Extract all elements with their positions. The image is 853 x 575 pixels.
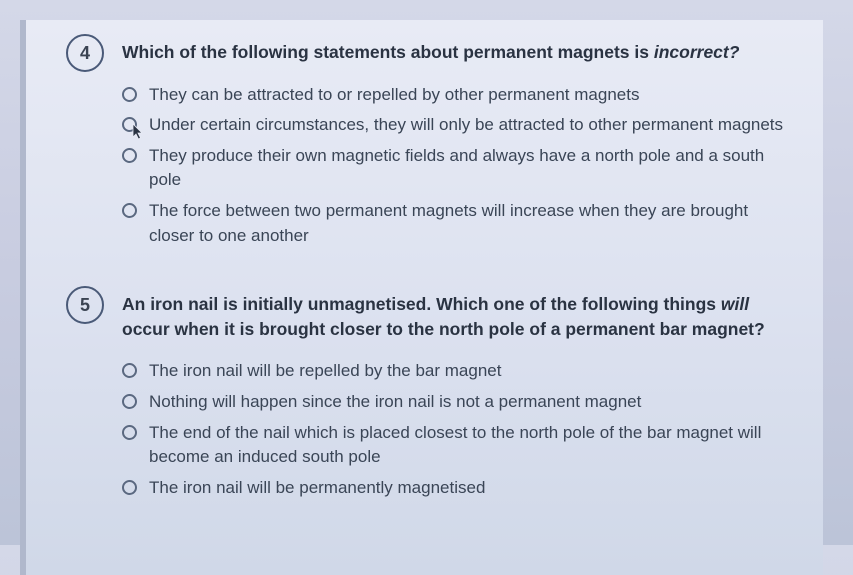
options-list: The iron nail will be repelled by the ba…	[122, 359, 793, 500]
option-row[interactable]: Under certain circumstances, they will o…	[122, 113, 793, 138]
option-row[interactable]: The iron nail will be permanently magnet…	[122, 476, 793, 501]
question-number-badge: 5	[66, 286, 104, 324]
radio-icon[interactable]	[122, 203, 137, 218]
question-5: 5 An iron nail is initially unmagnetised…	[66, 292, 793, 506]
option-row[interactable]: The end of the nail which is placed clos…	[122, 421, 793, 470]
question-4: 4 Which of the following statements abou…	[66, 40, 793, 254]
option-row[interactable]: They can be attracted to or repelled by …	[122, 83, 793, 108]
option-row[interactable]: Nothing will happen since the iron nail …	[122, 390, 793, 415]
option-text: Nothing will happen since the iron nail …	[149, 390, 793, 415]
question-prompt: Which of the following statements about …	[122, 40, 793, 65]
question-body: Which of the following statements about …	[122, 40, 793, 254]
option-text: The iron nail will be permanently magnet…	[149, 476, 793, 501]
radio-icon[interactable]	[122, 87, 137, 102]
option-text: The end of the nail which is placed clos…	[149, 421, 793, 470]
question-number: 5	[80, 295, 90, 316]
radio-icon[interactable]	[122, 148, 137, 163]
worksheet-page: 4 Which of the following statements abou…	[20, 20, 823, 575]
radio-icon[interactable]	[122, 117, 137, 132]
option-text: The force between two permanent magnets …	[149, 199, 793, 248]
option-text: Under certain circumstances, they will o…	[149, 113, 793, 138]
option-text: They can be attracted to or repelled by …	[149, 83, 793, 108]
option-row[interactable]: The iron nail will be repelled by the ba…	[122, 359, 793, 384]
option-row[interactable]: The force between two permanent magnets …	[122, 199, 793, 248]
radio-icon[interactable]	[122, 394, 137, 409]
prompt-text-pre: Which of the following statements about …	[122, 42, 654, 62]
prompt-text-post: occur when it is brought closer to the n…	[122, 319, 765, 339]
options-list: They can be attracted to or repelled by …	[122, 83, 793, 249]
option-text: They produce their own magnetic fields a…	[149, 144, 793, 193]
prompt-text-pre: An iron nail is initially unmagnetised. …	[122, 294, 721, 314]
radio-icon[interactable]	[122, 425, 137, 440]
question-body: An iron nail is initially unmagnetised. …	[122, 292, 793, 506]
cursor-icon	[132, 123, 146, 141]
prompt-text-ital: incorrect?	[654, 42, 740, 62]
question-number-badge: 4	[66, 34, 104, 72]
option-row[interactable]: They produce their own magnetic fields a…	[122, 144, 793, 193]
radio-icon[interactable]	[122, 363, 137, 378]
prompt-text-ital: will	[721, 294, 749, 314]
option-text: The iron nail will be repelled by the ba…	[149, 359, 793, 384]
radio-icon[interactable]	[122, 480, 137, 495]
question-prompt: An iron nail is initially unmagnetised. …	[122, 292, 793, 341]
question-number: 4	[80, 43, 90, 64]
